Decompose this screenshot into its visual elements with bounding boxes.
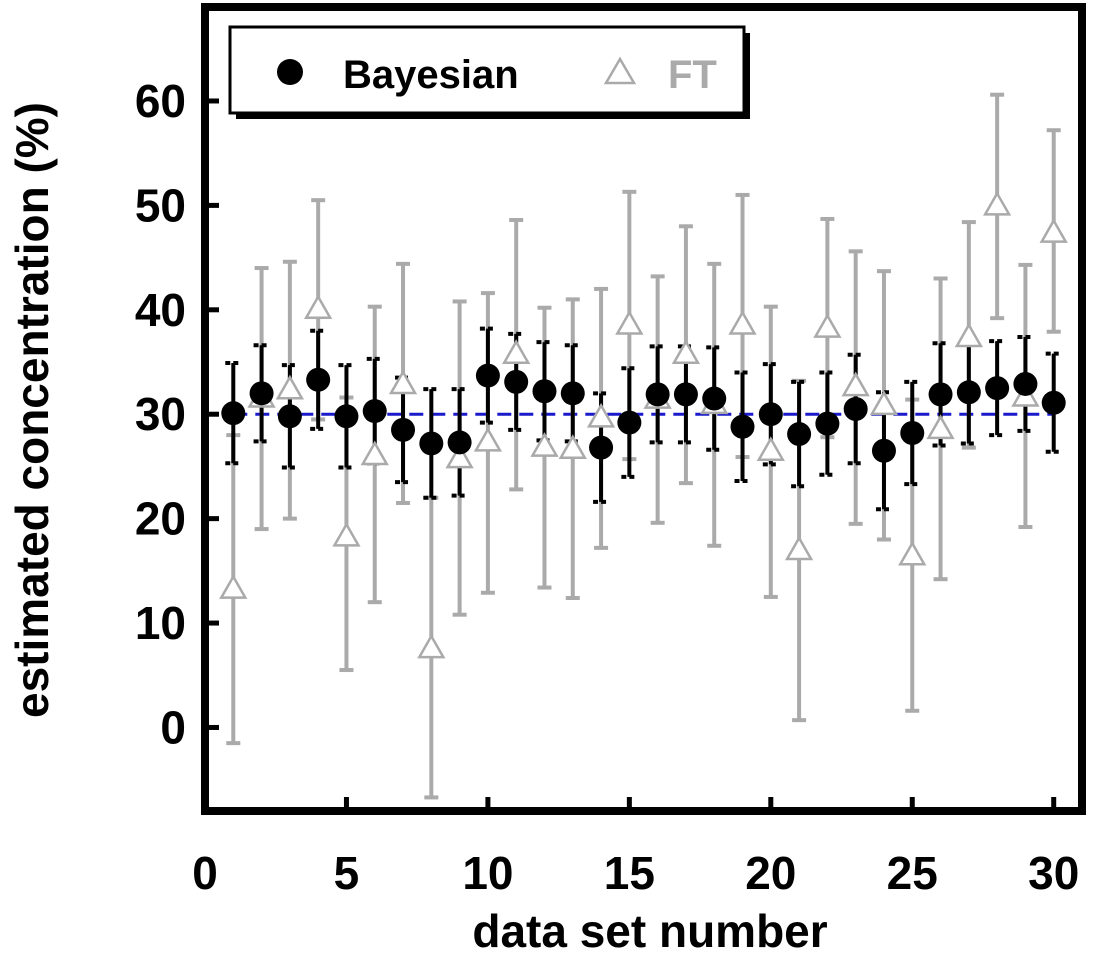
bayesian-point — [956, 380, 981, 405]
ft-point — [841, 371, 870, 397]
x-tick-label: 0 — [192, 847, 218, 899]
bayesian-point — [702, 386, 727, 411]
legend-bayesian-label: Bayesian — [343, 53, 519, 97]
ft-point — [728, 309, 757, 335]
bayesian-point — [221, 401, 246, 426]
bayesian-point — [277, 404, 302, 429]
x-tick-label: 20 — [745, 847, 796, 899]
bayesian-point — [504, 369, 529, 394]
x-tick-label: 25 — [887, 847, 938, 899]
legend: Bayesian FT — [228, 25, 750, 119]
bayesian-point — [391, 417, 416, 442]
y-tick-label: 50 — [135, 179, 186, 231]
ft-point — [304, 294, 333, 320]
y-tick-label: 20 — [135, 493, 186, 545]
ft-point — [445, 443, 474, 469]
ft-point — [954, 322, 983, 348]
bayesian-point — [815, 411, 840, 436]
ft-point — [417, 633, 446, 659]
legend-bayesian-marker — [277, 59, 303, 85]
x-tick-label: 10 — [462, 847, 513, 899]
plot-frame — [201, 3, 1086, 815]
bayesian-point — [985, 376, 1010, 401]
bayesian-point — [306, 367, 331, 392]
bayesian-point — [419, 431, 444, 456]
y-tick-label: 10 — [135, 597, 186, 649]
ft-point — [784, 535, 814, 561]
bayesian-point — [249, 381, 274, 406]
x-axis-title: data set number — [472, 905, 827, 955]
ft-point — [332, 521, 361, 547]
bayesian-point — [447, 430, 472, 455]
y-tick-label: 40 — [135, 284, 186, 336]
ft-point — [756, 436, 785, 462]
ft-point — [869, 390, 899, 416]
bayesian-point — [787, 422, 812, 447]
ft-point — [813, 313, 842, 338]
ft-point — [1039, 218, 1068, 243]
legend-ft-marker — [603, 56, 637, 85]
bayesian-point — [673, 382, 698, 407]
bayesian-point — [532, 379, 557, 404]
x-tick-label: 5 — [334, 847, 360, 899]
ft-point — [473, 426, 503, 452]
bayesian-point — [1013, 371, 1038, 396]
ft-point — [219, 574, 248, 599]
ft-point — [671, 339, 701, 364]
bayesian-point — [560, 381, 585, 406]
bayesian-point — [758, 402, 783, 427]
bayesian-point — [334, 404, 359, 429]
bayesian-point — [645, 382, 670, 407]
y-tick-label: 60 — [135, 75, 186, 127]
x-tick-label: 15 — [604, 847, 655, 899]
legend-box — [228, 25, 746, 115]
y-axis-title: estimated concentration (%) — [6, 102, 58, 718]
ft-point — [926, 414, 955, 440]
bayesian-point — [871, 438, 896, 463]
bayesian-point — [617, 410, 642, 435]
ft-point — [388, 369, 418, 395]
ft-point — [275, 374, 305, 400]
bayesian-point — [928, 382, 953, 407]
ft-point — [360, 440, 389, 466]
ft-point — [558, 434, 587, 459]
bayesian-point — [900, 421, 925, 446]
legend-ft-label: FT — [668, 53, 717, 97]
bayesian-point — [1041, 390, 1066, 415]
ft-point — [586, 402, 616, 428]
x-tick-label: 30 — [1028, 847, 1079, 899]
y-tick-label: 0 — [160, 701, 186, 753]
y-tick-label: 30 — [135, 388, 186, 440]
bayesian-point — [589, 435, 614, 460]
bayesian-point — [475, 363, 500, 388]
bayesian-point — [843, 397, 868, 421]
bayesian-point — [730, 414, 755, 439]
bayesian-point — [362, 399, 387, 424]
ft-point — [502, 339, 531, 364]
ft-point — [898, 540, 927, 566]
ft-point — [530, 432, 559, 457]
ft-point — [615, 309, 644, 335]
ft-point — [982, 190, 1012, 216]
